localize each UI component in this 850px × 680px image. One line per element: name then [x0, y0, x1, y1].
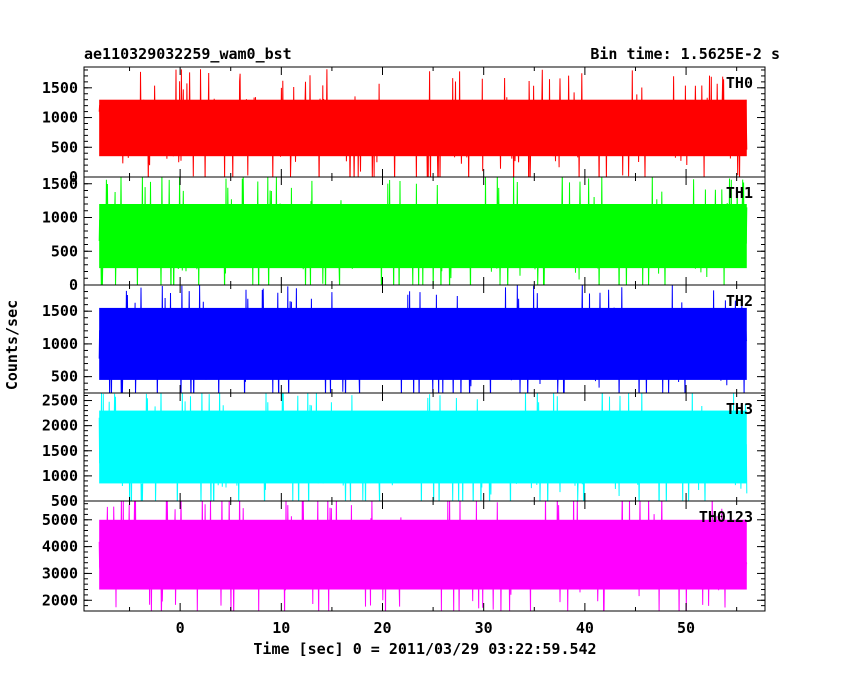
y-tick-label: 1500: [42, 175, 78, 193]
y-tick-label: 1000: [42, 209, 78, 227]
y-tick-label: 500: [51, 492, 78, 510]
plot-title-right: Bin time: 1.5625E-2 s: [590, 45, 780, 63]
panel-th0: 0 500 1000 1500 TH0: [42, 66, 766, 186]
y-tick-label: 2000: [42, 591, 78, 609]
series-core-th3: [99, 410, 747, 484]
panel-label-th0: TH0: [726, 74, 753, 92]
x-axis-label: Time [sec] 0 = 2011/03/29 03:22:59.542: [253, 640, 596, 658]
y-tick-label: 0: [69, 276, 78, 294]
y-tick-label: 2500: [42, 392, 78, 410]
y-tick-label: 500: [51, 242, 78, 260]
panel-th2: 500 1000 1500 TH2: [42, 284, 766, 394]
y-tick-label: 5000: [42, 511, 78, 529]
panel-frame: [83, 500, 766, 612]
x-tick-label: 0: [176, 619, 185, 637]
series-core-th0: [99, 99, 747, 157]
panel-th3: 500 1000 1500 2000 2500 TH3: [42, 392, 766, 510]
panel-label-th2: TH2: [726, 292, 753, 310]
series-core-th2: [99, 307, 747, 380]
panel-label-th1: TH1: [726, 184, 753, 202]
x-tick-label: 40: [576, 619, 594, 637]
y-tick-label: 2000: [42, 417, 78, 435]
panel-label-th0123: TH0123: [699, 508, 753, 526]
panel-th1: 0 500 1000 1500 TH1: [42, 175, 766, 294]
x-tick-label: 20: [373, 619, 391, 637]
x-tick-label: 30: [475, 619, 493, 637]
x-tick-label: 10: [272, 619, 290, 637]
y-tick-label: 1500: [42, 442, 78, 460]
y-tick-label: 1000: [42, 467, 78, 485]
y-tick-label: 500: [51, 138, 78, 156]
y-tick-label: 0: [69, 168, 78, 186]
panel-label-th3: TH3: [726, 400, 753, 418]
y-tick-label: 1500: [42, 79, 78, 97]
y-tick-label: 1000: [42, 335, 78, 353]
y-tick-label: 1000: [42, 109, 78, 127]
y-tick-label: 3000: [42, 564, 78, 582]
y-axis-label: Counts/sec: [3, 300, 21, 390]
y-tick-label: 4000: [42, 538, 78, 556]
panel-th0123: 2000 3000 4000 5000 TH0123: [42, 500, 766, 612]
y-tick-label: 500: [51, 368, 78, 386]
plot-title-left: ae110329032259_wam0_bst: [84, 45, 292, 63]
y-tick-label: 1500: [42, 302, 78, 320]
series-core-th1: [99, 204, 747, 269]
x-tick-label: 50: [677, 619, 695, 637]
series-core-th0123: [99, 519, 747, 590]
